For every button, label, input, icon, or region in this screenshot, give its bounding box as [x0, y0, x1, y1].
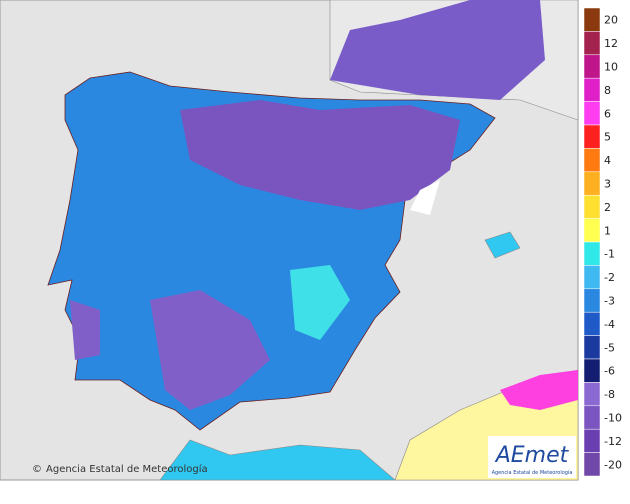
anomaly-south	[150, 290, 270, 410]
legend-swatch	[583, 54, 601, 79]
africa-warm	[500, 370, 578, 410]
legend-label: 5	[604, 131, 611, 144]
legend-label: 2	[604, 201, 611, 214]
logo-subtitle: Agencia Estatal de Meteorología	[492, 469, 573, 476]
legend-swatch	[583, 31, 601, 56]
logo-name: AEmet	[494, 443, 570, 468]
legend-swatch	[583, 7, 601, 32]
logo-box	[488, 436, 576, 478]
legend-swatch	[583, 405, 601, 430]
legend-swatch	[583, 265, 601, 290]
legend-swatch	[583, 311, 601, 336]
legend-label: 8	[604, 84, 611, 97]
legend-label: 3	[604, 178, 611, 191]
legend-label: 1	[604, 224, 611, 237]
legend-swatch	[583, 335, 601, 360]
legend-label: -5	[604, 341, 615, 354]
legend: 20 12 10 8 6 5 4 3 2 1 -1 -2 -3 -4 -5 -6 -8 -10 -12 -20	[583, 7, 622, 477]
legend-label: 12	[604, 37, 618, 50]
legend-swatch	[583, 428, 601, 453]
legend-swatch	[583, 171, 601, 196]
anomaly-north	[180, 100, 460, 210]
legend-swatch	[583, 101, 601, 126]
copyright-mark: ©	[32, 464, 42, 475]
legend-label: -4	[604, 318, 615, 331]
legend-label: -2	[604, 271, 615, 284]
legend-swatch	[583, 358, 601, 383]
africa-west	[159, 439, 396, 481]
legend-label: -8	[604, 388, 615, 401]
legend-swatch	[583, 218, 601, 243]
copyright: Agencia Estatal de Meteorología	[46, 463, 208, 475]
legend-swatch	[583, 77, 601, 102]
legend-swatch	[583, 148, 601, 173]
legend-swatch	[583, 124, 601, 149]
legend-label: -1	[604, 248, 615, 261]
legend-swatch	[583, 194, 601, 219]
legend-label: -3	[604, 295, 615, 308]
legend-label: 4	[604, 154, 611, 167]
anomaly-coast	[410, 180, 440, 215]
legend-label: -20	[604, 458, 622, 471]
legend-swatch	[583, 241, 601, 266]
france-anomaly	[330, 0, 545, 100]
legend-label: 20	[604, 14, 618, 27]
legend-label: -12	[604, 435, 622, 448]
balearic-islands	[484, 231, 521, 259]
legend-swatch	[583, 382, 601, 407]
legend-label: -6	[604, 365, 615, 378]
legend-swatch	[583, 288, 601, 313]
anomaly-light	[290, 265, 350, 340]
legend-swatch	[583, 452, 601, 477]
legend-label: 10	[604, 61, 618, 74]
legend-label: 6	[604, 107, 611, 120]
anomaly-west	[70, 300, 100, 360]
legend-label: -10	[604, 412, 622, 425]
